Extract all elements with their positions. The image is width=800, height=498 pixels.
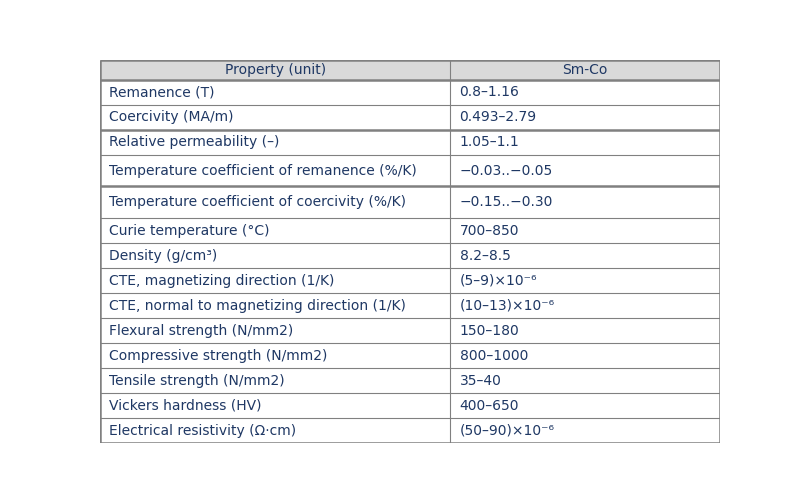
Text: Relative permeability (–): Relative permeability (–) <box>110 135 280 149</box>
Text: Remanence (T): Remanence (T) <box>110 85 214 99</box>
FancyBboxPatch shape <box>100 218 450 244</box>
FancyBboxPatch shape <box>100 244 450 268</box>
FancyBboxPatch shape <box>450 80 720 105</box>
FancyBboxPatch shape <box>450 318 720 343</box>
FancyBboxPatch shape <box>450 60 720 80</box>
Text: Sm-Co: Sm-Co <box>562 63 608 77</box>
Text: 1.05–1.1: 1.05–1.1 <box>459 135 519 149</box>
FancyBboxPatch shape <box>450 293 720 318</box>
FancyBboxPatch shape <box>450 268 720 293</box>
FancyBboxPatch shape <box>100 343 450 368</box>
FancyBboxPatch shape <box>450 244 720 268</box>
FancyBboxPatch shape <box>450 105 720 129</box>
FancyBboxPatch shape <box>450 343 720 368</box>
Text: 400–650: 400–650 <box>459 399 519 413</box>
Text: (5–9)×10⁻⁶: (5–9)×10⁻⁶ <box>459 274 537 288</box>
FancyBboxPatch shape <box>100 293 450 318</box>
FancyBboxPatch shape <box>100 60 450 80</box>
FancyBboxPatch shape <box>450 393 720 418</box>
Text: 35–40: 35–40 <box>459 374 502 388</box>
FancyBboxPatch shape <box>100 129 450 155</box>
Text: 0.493–2.79: 0.493–2.79 <box>459 110 537 124</box>
FancyBboxPatch shape <box>100 105 450 129</box>
Text: (10–13)×10⁻⁶: (10–13)×10⁻⁶ <box>459 299 554 313</box>
Text: Curie temperature (°C): Curie temperature (°C) <box>110 224 270 238</box>
Text: Density (g/cm³): Density (g/cm³) <box>110 249 218 263</box>
Text: −0.03..−0.05: −0.03..−0.05 <box>459 163 553 178</box>
Text: Tensile strength (N/mm2): Tensile strength (N/mm2) <box>110 374 285 388</box>
FancyBboxPatch shape <box>100 418 450 443</box>
Text: Vickers hardness (HV): Vickers hardness (HV) <box>110 399 262 413</box>
FancyBboxPatch shape <box>100 80 450 105</box>
Text: Temperature coefficient of remanence (%/K): Temperature coefficient of remanence (%/… <box>110 163 417 178</box>
Text: CTE, magnetizing direction (1/K): CTE, magnetizing direction (1/K) <box>110 274 334 288</box>
FancyBboxPatch shape <box>100 393 450 418</box>
Text: 0.8–1.16: 0.8–1.16 <box>459 85 519 99</box>
Text: 700–850: 700–850 <box>459 224 519 238</box>
Text: Compressive strength (N/mm2): Compressive strength (N/mm2) <box>110 349 328 363</box>
FancyBboxPatch shape <box>100 368 450 393</box>
FancyBboxPatch shape <box>100 155 450 186</box>
FancyBboxPatch shape <box>450 218 720 244</box>
Text: 8.2–8.5: 8.2–8.5 <box>459 249 510 263</box>
FancyBboxPatch shape <box>450 155 720 186</box>
Text: Temperature coefficient of coercivity (%/K): Temperature coefficient of coercivity (%… <box>110 195 406 210</box>
Text: 150–180: 150–180 <box>459 324 519 338</box>
Text: (50–90)×10⁻⁶: (50–90)×10⁻⁶ <box>459 424 554 438</box>
Text: −0.15..−0.30: −0.15..−0.30 <box>459 195 553 210</box>
Text: 800–1000: 800–1000 <box>459 349 528 363</box>
FancyBboxPatch shape <box>450 186 720 218</box>
FancyBboxPatch shape <box>450 129 720 155</box>
FancyBboxPatch shape <box>100 318 450 343</box>
Text: Electrical resistivity (Ω·cm): Electrical resistivity (Ω·cm) <box>110 424 297 438</box>
Text: Property (unit): Property (unit) <box>225 63 326 77</box>
Text: Flexural strength (N/mm2): Flexural strength (N/mm2) <box>110 324 294 338</box>
FancyBboxPatch shape <box>450 418 720 443</box>
Text: CTE, normal to magnetizing direction (1/K): CTE, normal to magnetizing direction (1/… <box>110 299 406 313</box>
Text: Coercivity (MA/m): Coercivity (MA/m) <box>110 110 234 124</box>
FancyBboxPatch shape <box>100 268 450 293</box>
FancyBboxPatch shape <box>100 186 450 218</box>
FancyBboxPatch shape <box>450 368 720 393</box>
